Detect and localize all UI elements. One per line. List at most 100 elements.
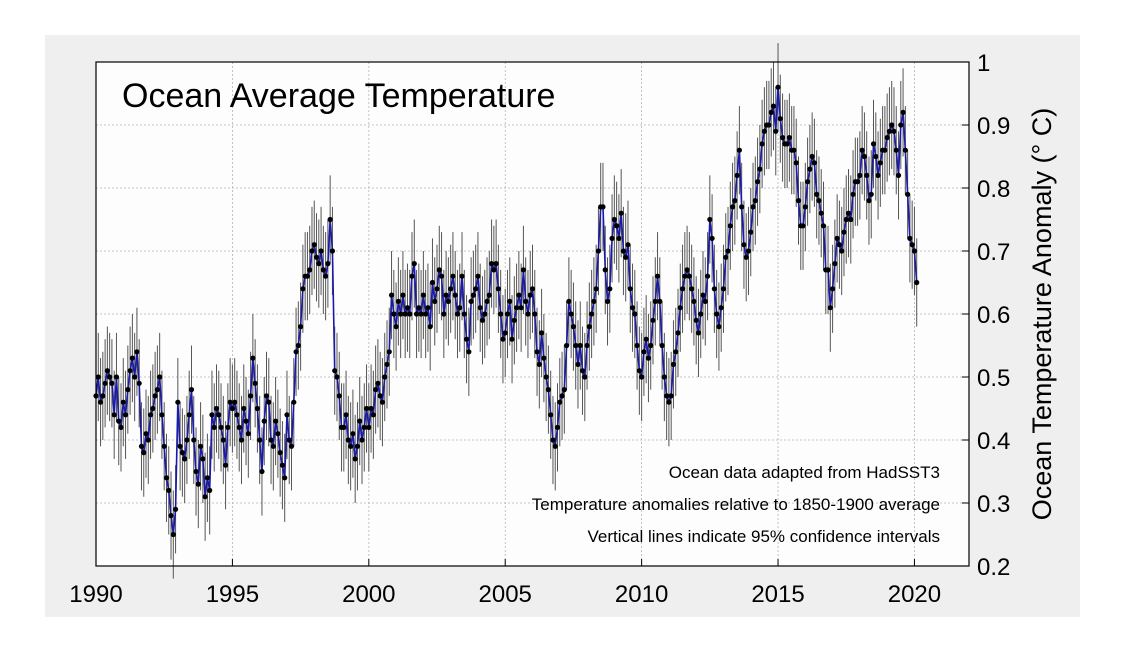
data-point	[570, 324, 577, 330]
data-point	[491, 267, 497, 273]
data-point	[543, 374, 549, 380]
data-point	[252, 380, 258, 386]
data-point	[145, 437, 151, 443]
data-point	[318, 248, 324, 254]
data-point	[229, 405, 236, 412]
data-point	[652, 298, 658, 304]
data-point	[477, 305, 483, 311]
data-point	[482, 311, 488, 317]
data-point	[709, 235, 715, 241]
data-point	[677, 305, 683, 311]
data-point	[839, 248, 845, 254]
data-point	[855, 179, 861, 185]
data-point	[307, 267, 313, 273]
data-point	[593, 286, 599, 292]
data-point	[736, 147, 742, 153]
data-point	[716, 324, 722, 330]
data-point	[877, 160, 883, 166]
x-tick-label: 1995	[206, 581, 259, 608]
annotation-source: Ocean data adapted from HadSST3	[669, 463, 940, 482]
data-point	[452, 292, 458, 298]
data-point	[304, 273, 311, 279]
data-point	[654, 273, 661, 279]
data-point	[463, 336, 470, 342]
data-point	[518, 305, 524, 311]
data-point	[127, 368, 133, 374]
data-point	[516, 292, 522, 298]
data-point	[122, 412, 129, 418]
data-point	[436, 267, 442, 273]
data-point	[466, 349, 472, 355]
data-point	[559, 393, 565, 399]
data-point	[632, 311, 638, 317]
data-point	[809, 153, 815, 160]
data-point	[666, 399, 672, 405]
y-tick-label: 0.9	[977, 113, 1010, 140]
data-point	[870, 141, 877, 147]
data-point	[345, 437, 351, 443]
data-point	[777, 116, 783, 122]
data-point	[732, 198, 738, 204]
data-point	[748, 229, 754, 235]
data-point	[225, 424, 231, 430]
data-point	[382, 374, 388, 380]
data-point	[864, 172, 870, 178]
data-point	[727, 223, 733, 229]
data-point	[743, 254, 749, 260]
x-tick-label: 2020	[888, 581, 941, 608]
data-point	[320, 267, 326, 273]
data-point	[243, 418, 249, 424]
data-point	[679, 286, 686, 292]
data-point	[109, 380, 115, 386]
data-point	[268, 437, 274, 443]
data-point	[166, 487, 172, 493]
data-point	[607, 286, 613, 292]
data-point	[532, 311, 538, 317]
data-point	[111, 412, 117, 418]
data-point	[420, 292, 426, 298]
data-point	[275, 431, 281, 437]
data-point	[143, 431, 149, 437]
data-point	[623, 254, 629, 260]
data-point	[614, 223, 620, 229]
data-point	[97, 399, 104, 405]
data-point	[300, 286, 306, 292]
data-point	[284, 412, 290, 418]
data-point	[795, 198, 802, 204]
y-tick-label: 0.7	[977, 239, 1010, 266]
data-point	[286, 437, 292, 443]
data-point	[350, 431, 356, 437]
data-point	[827, 305, 833, 311]
data-point	[591, 298, 597, 304]
data-point	[659, 342, 665, 349]
data-point	[636, 368, 642, 374]
data-point	[363, 405, 370, 412]
data-point	[373, 387, 379, 393]
data-point	[120, 399, 126, 405]
data-point	[332, 368, 338, 374]
y-tick-label: 0.8	[977, 176, 1010, 203]
data-point	[811, 160, 818, 166]
data-point	[886, 128, 893, 134]
data-point	[172, 506, 179, 512]
data-point	[538, 330, 545, 336]
data-point	[702, 298, 708, 304]
data-point	[836, 242, 843, 248]
data-point	[807, 166, 813, 172]
data-point	[316, 261, 322, 267]
data-point	[222, 462, 229, 468]
data-point	[845, 210, 852, 216]
chart-figure: 1990 1995 2000 2005 2010 2015 2020 0.2 0.3 0.4 0.…	[45, 35, 1080, 617]
data-point	[186, 412, 192, 418]
data-point	[409, 273, 415, 279]
data-point	[179, 450, 185, 456]
data-point	[163, 475, 170, 481]
data-point	[689, 286, 695, 292]
data-point	[325, 261, 331, 267]
data-point	[377, 393, 383, 399]
data-point	[511, 317, 517, 323]
y-tick-label: 0.6	[977, 302, 1010, 329]
data-point	[729, 204, 736, 210]
data-point	[341, 424, 347, 430]
data-point	[188, 387, 195, 393]
